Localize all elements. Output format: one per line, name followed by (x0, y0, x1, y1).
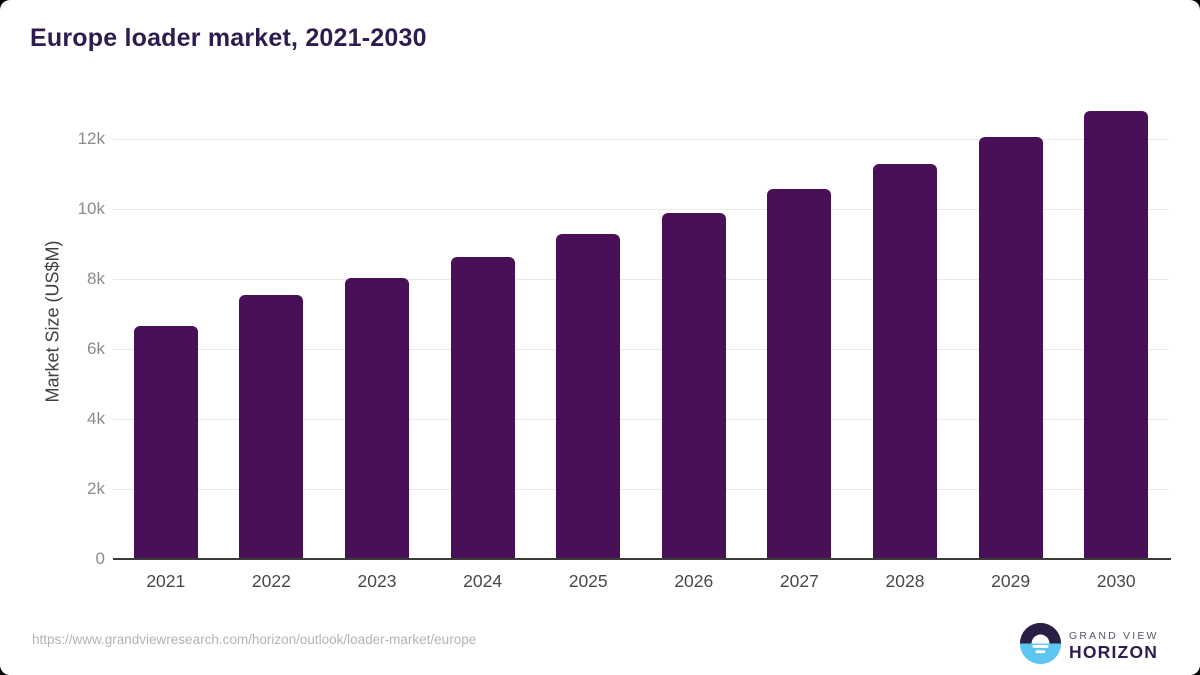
gridline-2k (113, 488, 1169, 490)
bar-2025[interactable] (556, 234, 621, 559)
grand-view-horizon-logo: GRAND VIEW HORIZON (1019, 622, 1159, 670)
x-tick-label-2026: 2026 (674, 571, 714, 591)
x-tick-label-2025: 2025 (568, 571, 608, 591)
y-tick-label-8k: 8k (87, 269, 105, 288)
y-tick-label-2k: 2k (87, 479, 105, 498)
x-tick-label-2030: 2030 (1096, 571, 1136, 591)
x-tick-label-2021: 2021 (146, 571, 186, 591)
bar-2022[interactable] (239, 295, 304, 559)
y-tick-label-10k: 10k (77, 199, 105, 218)
bar-2027[interactable] (767, 189, 832, 559)
x-tick-label-2027: 2027 (779, 571, 819, 591)
gridline-12k (113, 138, 1169, 140)
bar-2029[interactable] (978, 137, 1043, 559)
chart-title: Europe loader market, 2021-2030 (30, 24, 427, 52)
bar-2024[interactable] (450, 257, 515, 559)
y-tick-label-4k: 4k (87, 409, 105, 428)
bar-2021[interactable] (133, 326, 198, 559)
x-axis-line (113, 558, 1171, 560)
x-tick-label-2028: 2028 (885, 571, 925, 591)
y-tick-label-12k: 12k (77, 129, 105, 148)
gridline-6k (113, 348, 1169, 350)
bar-2026[interactable] (661, 213, 726, 559)
x-tick-label-2022: 2022 (251, 571, 291, 591)
gridline-4k (113, 418, 1169, 420)
x-tick-label-2024: 2024 (463, 571, 503, 591)
y-tick-label-0: 0 (95, 549, 105, 568)
gridline-10k (113, 208, 1169, 210)
logo-text-horizon: HORIZON (1069, 642, 1159, 662)
x-tick-label-2029: 2029 (991, 571, 1031, 591)
logo-text-grand-view: GRAND VIEW (1069, 630, 1159, 642)
sunrise-horizon-icon (1019, 622, 1062, 670)
gridline-8k (113, 278, 1169, 280)
bar-2030[interactable] (1084, 111, 1149, 559)
bar-2023[interactable] (345, 277, 409, 559)
source-url[interactable]: https://www.grandviewresearch.com/horizo… (32, 632, 477, 647)
y-tick-label-6k: 6k (87, 339, 105, 358)
y-axis-title: Market Size (US$M) (42, 240, 63, 403)
x-tick-label-2023: 2023 (357, 571, 397, 591)
bar-2028[interactable] (873, 163, 937, 559)
